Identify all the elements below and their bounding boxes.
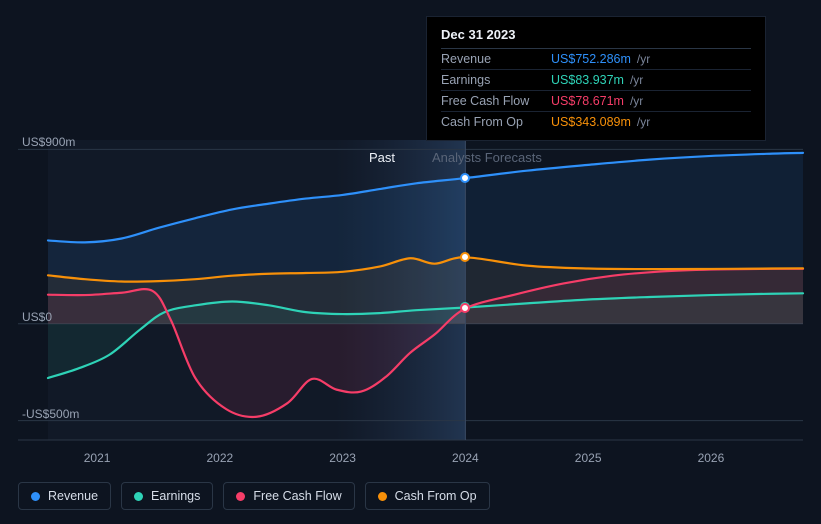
x-axis-label: 2026 (698, 451, 725, 465)
chart-tooltip: Dec 31 2023 Revenue US$752.286m /yrEarni… (426, 16, 766, 141)
revenue-marker (460, 173, 470, 183)
legend-item-fcf[interactable]: Free Cash Flow (223, 482, 354, 510)
tooltip-date: Dec 31 2023 (441, 27, 751, 49)
earnings-revenue-chart: Dec 31 2023 Revenue US$752.286m /yrEarni… (0, 0, 821, 524)
legend-dot-icon (236, 492, 245, 501)
past-section-label: Past (369, 150, 395, 165)
chart-legend: Revenue Earnings Free Cash Flow Cash Fro… (18, 482, 490, 510)
x-axis-label: 2024 (452, 451, 479, 465)
tooltip-unit: /yr (630, 73, 643, 87)
cfo-marker (460, 252, 470, 262)
x-axis-label: 2021 (84, 451, 111, 465)
legend-dot-icon (31, 492, 40, 501)
legend-label: Cash From Op (395, 489, 477, 503)
tooltip-key: Cash From Op (441, 115, 551, 129)
tooltip-value: US$78.671m (551, 94, 624, 108)
tooltip-row: Cash From Op US$343.089m /yr (441, 112, 751, 132)
x-axis-label: 2025 (575, 451, 602, 465)
legend-label: Revenue (48, 489, 98, 503)
tooltip-row: Earnings US$83.937m /yr (441, 70, 751, 91)
legend-dot-icon (378, 492, 387, 501)
legend-dot-icon (134, 492, 143, 501)
y-axis-label: -US$500m (22, 407, 79, 421)
y-axis-label: US$900m (22, 135, 75, 149)
tooltip-row: Revenue US$752.286m /yr (441, 49, 751, 70)
fcf-marker (460, 303, 470, 313)
legend-item-revenue[interactable]: Revenue (18, 482, 111, 510)
tooltip-key: Free Cash Flow (441, 94, 551, 108)
legend-label: Earnings (151, 489, 200, 503)
tooltip-unit: /yr (630, 94, 643, 108)
forecast-section-label: Analysts Forecasts (432, 150, 542, 165)
legend-item-cfo[interactable]: Cash From Op (365, 482, 490, 510)
tooltip-key: Revenue (441, 52, 551, 66)
legend-label: Free Cash Flow (253, 489, 341, 503)
tooltip-key: Earnings (441, 73, 551, 87)
tooltip-unit: /yr (637, 115, 650, 129)
tooltip-row: Free Cash Flow US$78.671m /yr (441, 91, 751, 112)
tooltip-value: US$83.937m (551, 73, 624, 87)
y-axis-label: US$0 (22, 310, 52, 324)
x-axis-label: 2022 (207, 451, 234, 465)
tooltip-value: US$343.089m (551, 115, 631, 129)
tooltip-value: US$752.286m (551, 52, 631, 66)
tooltip-unit: /yr (637, 52, 650, 66)
legend-item-earnings[interactable]: Earnings (121, 482, 213, 510)
x-axis-label: 2023 (329, 451, 356, 465)
